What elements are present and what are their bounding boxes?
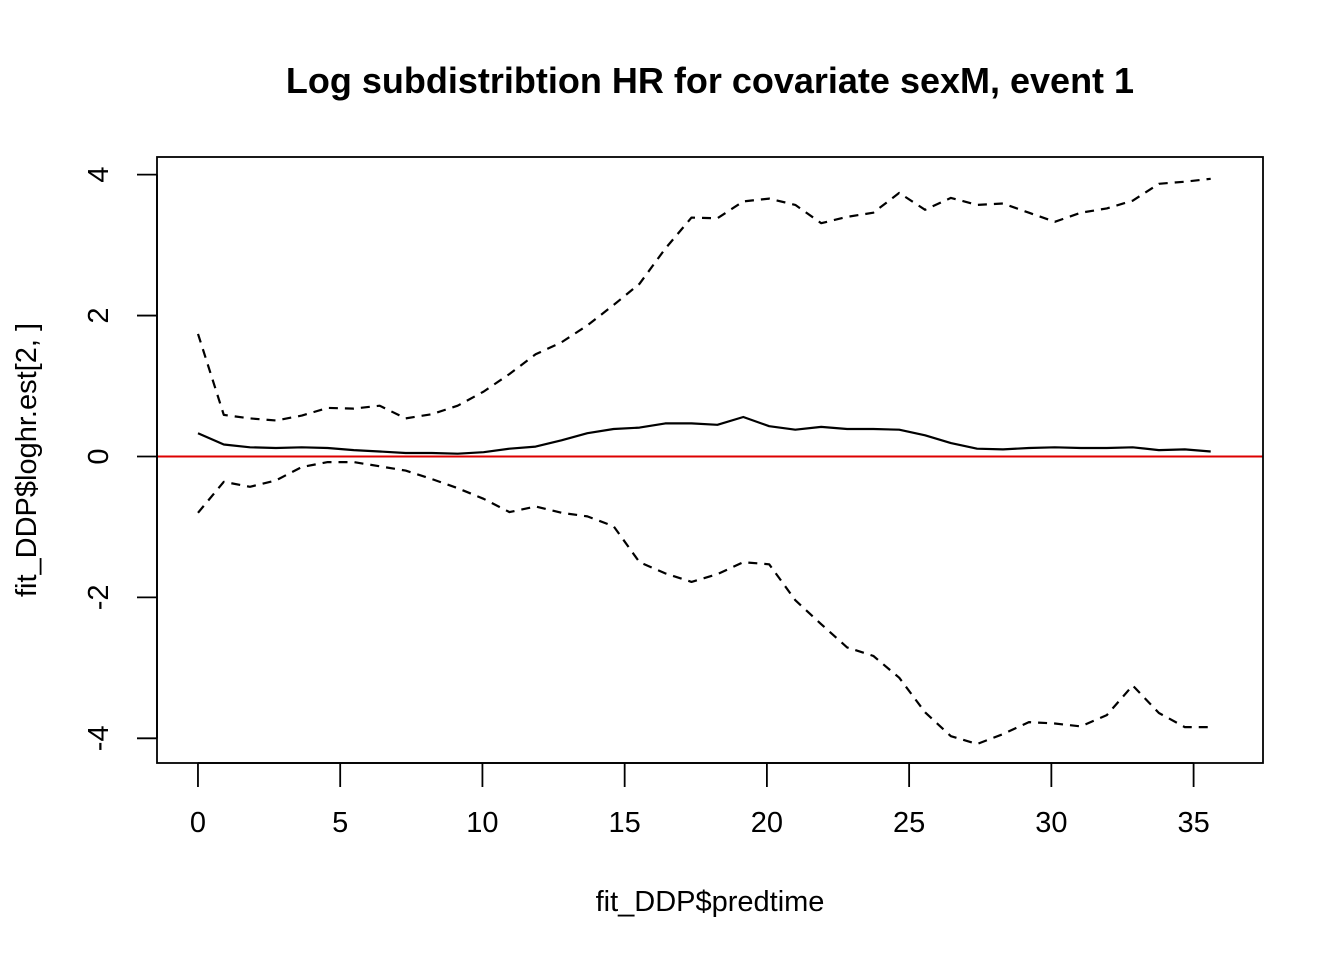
plot-area — [157, 177, 1263, 746]
y-tick-label: -2 — [83, 585, 115, 611]
lower-bound-line — [197, 461, 1211, 746]
x-axis-label: fit_DDP$predtime — [596, 886, 825, 918]
x-axis: 0 5 10 15 20 25 30 35 — [190, 762, 1210, 839]
y-tick-label: 0 — [83, 448, 115, 464]
plot-frame — [156, 156, 1264, 764]
x-tick-label: 30 — [1035, 807, 1067, 839]
x-tick-label: 25 — [893, 807, 925, 839]
y-tick-label: 4 — [83, 167, 115, 183]
y-axis-label: fit_DDP$loghr.est[2, ] — [11, 323, 43, 597]
y-axis: -4 -2 0 2 4 — [83, 167, 158, 751]
estimate-line — [197, 415, 1211, 455]
x-tick-label: 0 — [190, 807, 206, 839]
x-tick-label: 20 — [751, 807, 783, 839]
upper-bound-line — [196, 177, 1211, 422]
x-tick-label: 5 — [332, 807, 348, 839]
x-tick-label: 15 — [609, 807, 641, 839]
chart-title: Log subdistribtion HR for covariate sexM… — [286, 60, 1134, 101]
x-tick-label: 10 — [466, 807, 498, 839]
y-tick-label: -4 — [83, 725, 115, 751]
x-tick-label: 35 — [1177, 807, 1209, 839]
y-tick-label: 2 — [83, 307, 115, 323]
